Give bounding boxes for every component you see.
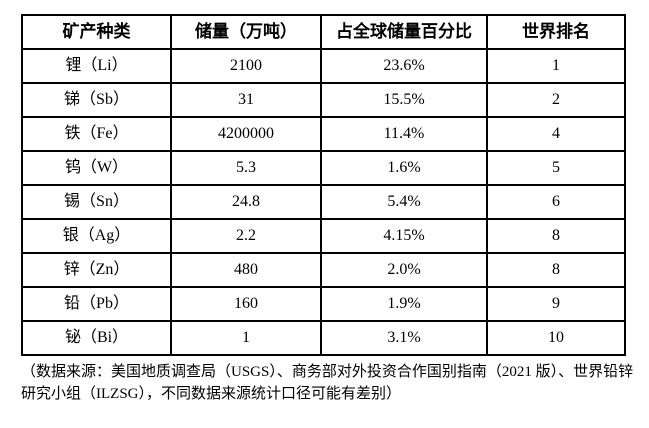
cell-global-share: 11.4% <box>320 116 488 152</box>
cell-reserves: 2.2 <box>170 218 322 254</box>
cell-reserves: 2100 <box>170 48 322 84</box>
cell-global-share: 4.15% <box>320 218 488 254</box>
mineral-reserves-table: 矿产种类 储量（万吨） 占全球储量百分比 世界排名 锂（Li） 2100 23.6%… <box>21 14 626 356</box>
cell-reserves: 31 <box>170 82 322 118</box>
cell-world-rank: 9 <box>486 286 626 322</box>
table-row: 铋（Bi） 1 3.1% 10 <box>21 320 626 356</box>
cell-world-rank: 4 <box>486 116 626 152</box>
cell-global-share: 1.6% <box>320 150 488 186</box>
table-row: 锡（Sn） 24.8 5.4% 6 <box>21 184 626 220</box>
cell-world-rank: 1 <box>486 48 626 84</box>
cell-mineral: 锡（Sn） <box>21 184 172 220</box>
cell-mineral: 铁（Fe） <box>21 116 172 152</box>
table-row: 锑（Sb） 31 15.5% 2 <box>21 82 626 118</box>
cell-world-rank: 5 <box>486 150 626 186</box>
cell-mineral: 锌（Zn） <box>21 252 172 288</box>
table-header-row: 矿产种类 储量（万吨） 占全球储量百分比 世界排名 <box>21 14 626 50</box>
cell-world-rank: 2 <box>486 82 626 118</box>
cell-world-rank: 8 <box>486 218 626 254</box>
column-header-global-share: 占全球储量百分比 <box>320 14 488 50</box>
cell-global-share: 1.9% <box>320 286 488 322</box>
cell-reserves: 1 <box>170 320 322 356</box>
data-source-footnote: （数据来源：美国地质调查局（USGS）、商务部对外投资合作国别指南（2021 版… <box>21 364 634 402</box>
cell-reserves: 160 <box>170 286 322 322</box>
cell-reserves: 480 <box>170 252 322 288</box>
column-header-reserves: 储量（万吨） <box>170 14 322 50</box>
cell-mineral: 钨（W） <box>21 150 172 186</box>
cell-global-share: 2.0% <box>320 252 488 288</box>
cell-global-share: 3.1% <box>320 320 488 356</box>
table-row: 银（Ag） 2.2 4.15% 8 <box>21 218 626 254</box>
column-header-world-rank: 世界排名 <box>486 14 626 50</box>
cell-reserves: 24.8 <box>170 184 322 220</box>
cell-world-rank: 8 <box>486 252 626 288</box>
table-row: 铁（Fe） 4200000 11.4% 4 <box>21 116 626 152</box>
cell-world-rank: 10 <box>486 320 626 356</box>
cell-reserves: 4200000 <box>170 116 322 152</box>
cell-mineral: 铅（Pb） <box>21 286 172 322</box>
table-body: 锂（Li） 2100 23.6% 1 锑（Sb） 31 15.5% 2 铁（Fe） 4200000… <box>21 48 626 356</box>
cell-mineral: 锂（Li） <box>21 48 172 84</box>
cell-mineral: 铋（Bi） <box>21 320 172 356</box>
table-row: 锌（Zn） 480 2.0% 8 <box>21 252 626 288</box>
cell-mineral: 锑（Sb） <box>21 82 172 118</box>
column-header-mineral: 矿产种类 <box>21 14 172 50</box>
table-row: 钨（W） 5.3 1.6% 5 <box>21 150 626 186</box>
cell-mineral: 银（Ag） <box>21 218 172 254</box>
cell-reserves: 5.3 <box>170 150 322 186</box>
cell-global-share: 15.5% <box>320 82 488 118</box>
cell-global-share: 23.6% <box>320 48 488 84</box>
table-row: 锂（Li） 2100 23.6% 1 <box>21 48 626 84</box>
cell-global-share: 5.4% <box>320 184 488 220</box>
cell-world-rank: 6 <box>486 184 626 220</box>
table-row: 铅（Pb） 160 1.9% 9 <box>21 286 626 322</box>
